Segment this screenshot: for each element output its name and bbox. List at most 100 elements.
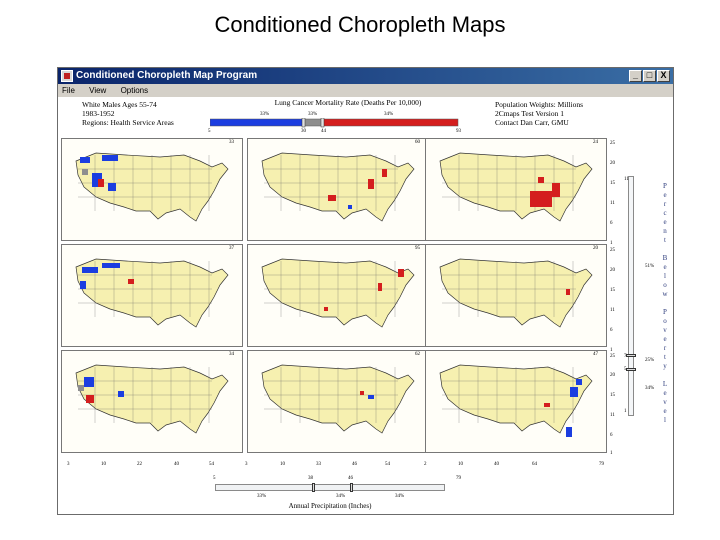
right-tick: 20: [610, 161, 615, 166]
map-region-highlight: [324, 307, 328, 311]
vertical-label-letter: y: [663, 362, 667, 370]
vertical-label-letter: e: [663, 191, 667, 199]
header-left-line: Regions: Health Service Areas: [82, 118, 174, 127]
us-map: [261, 364, 415, 434]
panel-label: 62: [415, 352, 420, 357]
precip-pct: 34%: [336, 494, 346, 499]
vertical-label-letter: B: [662, 254, 668, 262]
poverty-slider-handle[interactable]: [626, 354, 636, 357]
precip-slider-handle[interactable]: [312, 483, 315, 492]
window-title: Conditioned Choropleth Map Program: [76, 70, 258, 81]
right-tick: 1: [610, 451, 613, 456]
bottom-tick: 10: [101, 462, 106, 467]
map-region-highlight: [86, 395, 94, 403]
poverty-slider[interactable]: [628, 176, 634, 416]
map-panel[interactable]: 62: [247, 350, 429, 453]
vertical-label-letter: t: [664, 353, 666, 361]
header-right-line: Population Weights: Millions: [495, 100, 584, 109]
menu-file[interactable]: File: [62, 86, 75, 95]
map-region-highlight: [328, 195, 336, 201]
legend-tick: 93: [456, 129, 461, 134]
menu-options[interactable]: Options: [120, 86, 149, 95]
map-region-highlight: [82, 169, 88, 175]
us-map: [261, 258, 415, 328]
map-region-highlight: [78, 385, 84, 391]
precip-slider-tick: 38: [308, 476, 313, 481]
bottom-tick: 54: [209, 462, 214, 467]
maximize-icon[interactable]: □: [643, 70, 656, 82]
panel-label: 20: [593, 246, 598, 251]
poverty-slider-handle[interactable]: [626, 368, 636, 371]
menu-view[interactable]: View: [89, 86, 107, 95]
right-tick: 1: [610, 241, 613, 246]
us-map: [75, 258, 229, 328]
map-region-highlight: [128, 279, 134, 284]
right-tick: 25: [610, 354, 615, 359]
map-region-highlight: [398, 269, 404, 277]
header-info-right: Population Weights: Millions 2Cmaps Test…: [495, 100, 583, 127]
bottom-tick: 10: [458, 462, 463, 467]
map-panel[interactable]: 37: [61, 244, 243, 347]
menu-bar: File View Options: [58, 84, 673, 97]
map-region-highlight: [102, 155, 118, 161]
bottom-tick: 22: [137, 462, 142, 467]
map-region-highlight: [378, 283, 382, 291]
legend-color-bar[interactable]: [210, 118, 460, 128]
precip-slider-tick: 46: [348, 476, 353, 481]
vertical-label-letter: v: [663, 326, 667, 334]
map-panel[interactable]: 24: [425, 138, 607, 241]
map-region-highlight: [82, 267, 98, 273]
map-panel[interactable]: 47: [425, 350, 607, 453]
bottom-tick: 64: [532, 462, 537, 467]
precip-slider-handle[interactable]: [350, 483, 353, 492]
bottom-tick: 10: [280, 462, 285, 467]
legend-pct: 33%: [260, 112, 270, 117]
map-panel[interactable]: 34: [61, 350, 243, 453]
panel-label: 37: [229, 246, 234, 251]
poverty-handle-value: 1: [624, 409, 627, 414]
panel-label: 33: [229, 140, 234, 145]
legend-tick: 30: [301, 129, 306, 134]
header-left-line: White Males Ages 55-74: [82, 100, 157, 109]
close-icon[interactable]: X: [657, 70, 670, 82]
map-panel[interactable]: 60: [247, 138, 429, 241]
panel-label: 95: [415, 246, 420, 251]
slide-title: Conditioned Choropleth Maps: [214, 12, 506, 37]
precipitation-slider[interactable]: [215, 483, 445, 492]
bottom-tick: 46: [352, 462, 357, 467]
legend-tick: 44: [321, 129, 326, 134]
vertical-label-letter: e: [663, 335, 667, 343]
vertical-label-letter: P: [663, 308, 667, 316]
panel-label: 34: [229, 352, 234, 357]
map-panel[interactable]: 20: [425, 244, 607, 347]
map-panel[interactable]: 95: [247, 244, 429, 347]
map-region-highlight: [552, 183, 560, 197]
app-window: Conditioned Choropleth Map Program _ □ X…: [57, 67, 674, 515]
vertical-label-letter: r: [663, 200, 667, 208]
us-map: [75, 152, 229, 222]
vertical-label-letter: l: [664, 416, 666, 424]
vertical-label-letter: e: [663, 218, 667, 226]
bottom-tick: 40: [494, 462, 499, 467]
map-region-highlight: [566, 289, 570, 295]
panel-label: 24: [593, 140, 598, 145]
header-left-line: 1983-1952: [82, 109, 115, 118]
us-map: [261, 152, 415, 222]
right-tick: 11: [610, 201, 615, 206]
window-titlebar[interactable]: Conditioned Choropleth Map Program: [58, 68, 673, 84]
us-map: [439, 152, 593, 222]
map-region-highlight: [538, 177, 544, 183]
right-tick: 25: [610, 248, 615, 253]
map-region-highlight: [80, 281, 86, 289]
right-tick: 1: [610, 348, 613, 353]
poverty-handle-value: 11: [624, 177, 629, 182]
map-panel[interactable]: 33: [61, 138, 243, 241]
poverty-pct: 34%: [645, 386, 655, 391]
map-region-highlight: [368, 179, 374, 189]
minimize-icon[interactable]: _: [629, 70, 642, 82]
precip-pct: 34%: [395, 494, 405, 499]
right-tick: 20: [610, 373, 615, 378]
map-region-highlight: [570, 387, 578, 397]
vertical-label-letter: P: [663, 182, 667, 190]
vertical-label-letter: l: [664, 272, 666, 280]
